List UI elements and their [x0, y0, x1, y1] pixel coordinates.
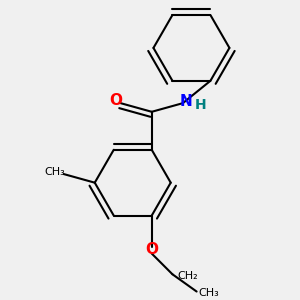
- Text: O: O: [109, 93, 122, 108]
- Text: CH₂: CH₂: [178, 271, 198, 281]
- Text: O: O: [145, 242, 158, 257]
- Text: H: H: [194, 98, 206, 112]
- Text: CH₃: CH₃: [198, 288, 219, 298]
- Text: N: N: [180, 94, 193, 109]
- Text: CH₃: CH₃: [45, 167, 65, 177]
